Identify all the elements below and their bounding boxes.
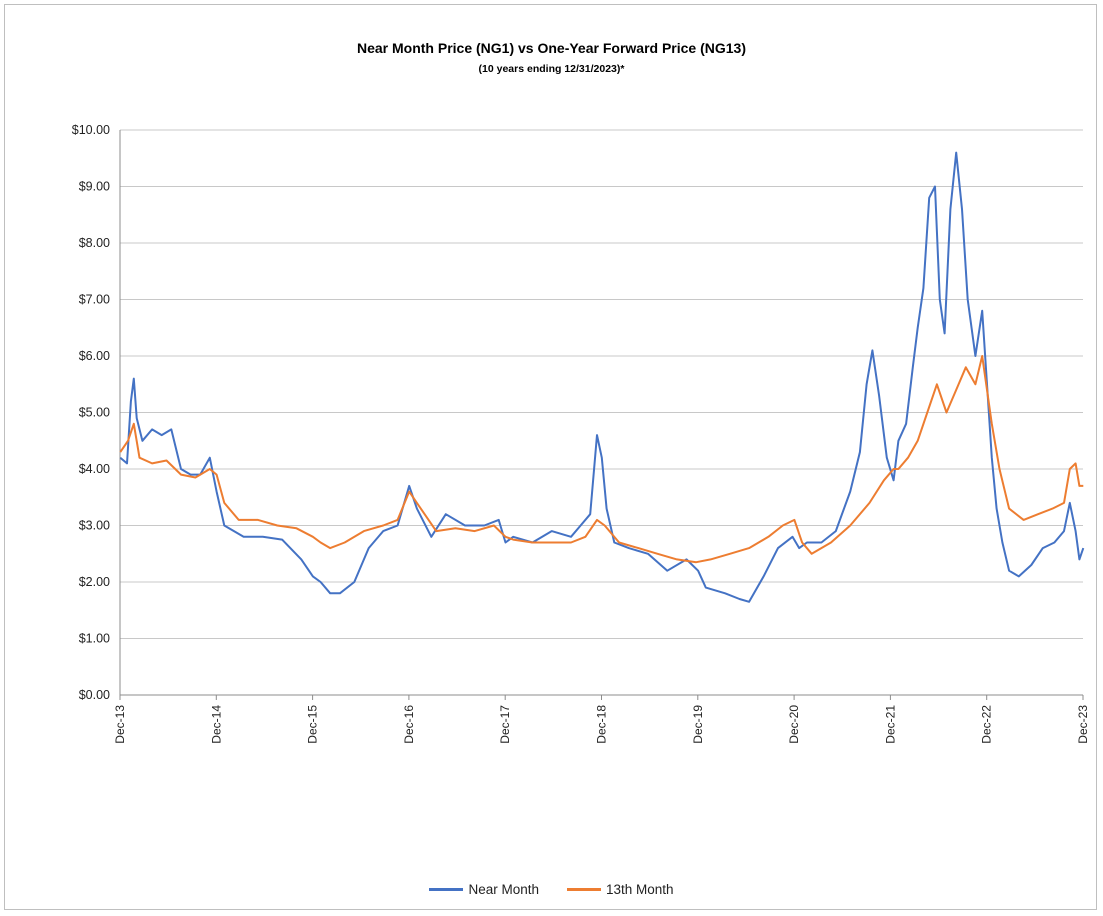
x-tick-label: Dec-16 [402,705,416,744]
x-tick-label: Dec-14 [209,705,223,744]
x-tick-label: Dec-17 [498,705,512,744]
gridlines [119,129,1083,696]
x-axis: Dec-13 Dec-14 Dec-15 Dec-16 Dec-17 Dec-18 Dec-… [113,695,1090,744]
chart-title: Near Month Price (NG1) vs One-Year Forwa… [356,40,746,56]
legend-label-13th-month: 13th Month [606,882,674,897]
legend-item-13th-month: 13th Month [567,882,674,897]
legend: Near Month 13th Month [0,882,1103,897]
y-tick-label: $5.00 [79,406,110,420]
legend-label-near-month: Near Month [468,882,539,897]
x-tick-label: Dec-18 [595,705,609,744]
y-tick-label: $1.00 [79,632,110,646]
x-tick-label: Dec-22 [980,705,994,744]
x-tick-label: Dec-19 [691,705,705,744]
y-tick-label: $4.00 [79,462,110,476]
chart-frame [4,4,1097,910]
legend-swatch-13th-month [567,888,601,891]
series-line-0 [119,151,1085,603]
y-tick-label: $7.00 [79,293,110,307]
y-axis: $0.00 $1.00 $2.00 $3.00 $4.00 $5.00 $6.00 $7.00… [72,123,110,702]
y-tick-label: $9.00 [79,180,110,194]
legend-swatch-near-month [429,888,464,891]
x-tick-label: Dec-20 [787,705,801,744]
y-tick-label: $6.00 [79,349,110,363]
y-tick-label: $8.00 [79,236,110,250]
series-line-1 [119,355,1084,564]
y-tick-label: $2.00 [79,575,110,589]
x-tick-label: Dec-13 [113,705,127,744]
chart-subtitle: (10 years ending 12/31/2023)* [478,63,625,75]
y-tick-label: $10.00 [72,123,110,137]
y-tick-label: $0.00 [79,688,110,702]
legend-item-near-month: Near Month [429,882,539,897]
series-lines [119,151,1085,603]
x-tick-label: Dec-15 [306,705,320,744]
x-tick-label: Dec-23 [1076,705,1090,744]
y-tick-label: $3.00 [79,519,110,533]
x-tick-label: Dec-21 [883,705,897,744]
